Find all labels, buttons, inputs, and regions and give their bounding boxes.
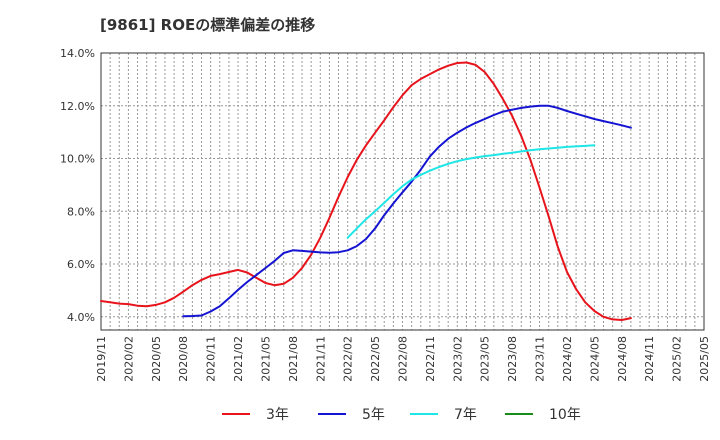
y-tick-label: 10.0% [60,153,95,166]
chart-title: [9861] ROEの標準偏差の推移 [100,16,316,34]
series-line-3年 [100,61,632,321]
x-tick-label: 2022/05 [369,336,382,382]
x-tick-label: 2020/02 [122,336,135,382]
x-tick-label: 2022/08 [397,336,410,382]
x-tick-label: 2020/08 [177,336,190,382]
y-tick-label: 4.0% [67,311,95,324]
x-tick-label: 2025/02 [671,336,684,382]
x-tick-label: 2022/02 [342,336,355,382]
legend: 3年 5年 7年 10年 [222,407,581,423]
x-tick-label: 2021/08 [287,336,300,382]
plot-frame [100,52,705,331]
y-tick-label: 8.0% [67,205,95,218]
x-tick-label: 2023/11 [534,336,547,382]
x-axis: 2019/11 2020/02 2020/05 2020/08 2020/11 2021/… [95,336,711,382]
x-tick-label: 2024/05 [588,336,601,382]
legend-label: 7年 [454,407,477,423]
series-layer [100,61,632,321]
y-tick-label: 14.0% [60,47,95,60]
x-tick-label: 2020/11 [205,336,218,382]
x-tick-label: 2024/02 [561,336,574,382]
x-tick-label: 2021/02 [232,336,245,382]
legend-label: 10年 [549,407,581,423]
legend-label: 3年 [266,407,289,423]
y-tick-label: 12.0% [60,100,95,113]
x-tick-label: 2023/02 [451,336,464,382]
x-tick-label: 2025/05 [698,336,711,382]
y-axis: 4.0% 6.0% 8.0% 10.0% 12.0% 14.0% [60,47,95,324]
x-tick-label: 2024/08 [616,336,629,382]
x-tick-label: 2023/05 [479,336,492,382]
series-line-5年 [182,104,632,318]
x-tick-label: 2022/11 [424,336,437,382]
legend-label: 5年 [362,407,385,423]
x-tick-label: 2021/05 [259,336,272,382]
y-tick-label: 6.0% [67,258,95,271]
x-tick-label: 2023/08 [506,336,519,382]
x-tick-label: 2019/11 [95,336,108,382]
x-tick-label: 2020/05 [150,336,163,382]
x-tick-label: 2024/11 [643,336,656,382]
x-tick-label: 2021/11 [314,336,327,382]
series-line-7年 [346,144,596,239]
